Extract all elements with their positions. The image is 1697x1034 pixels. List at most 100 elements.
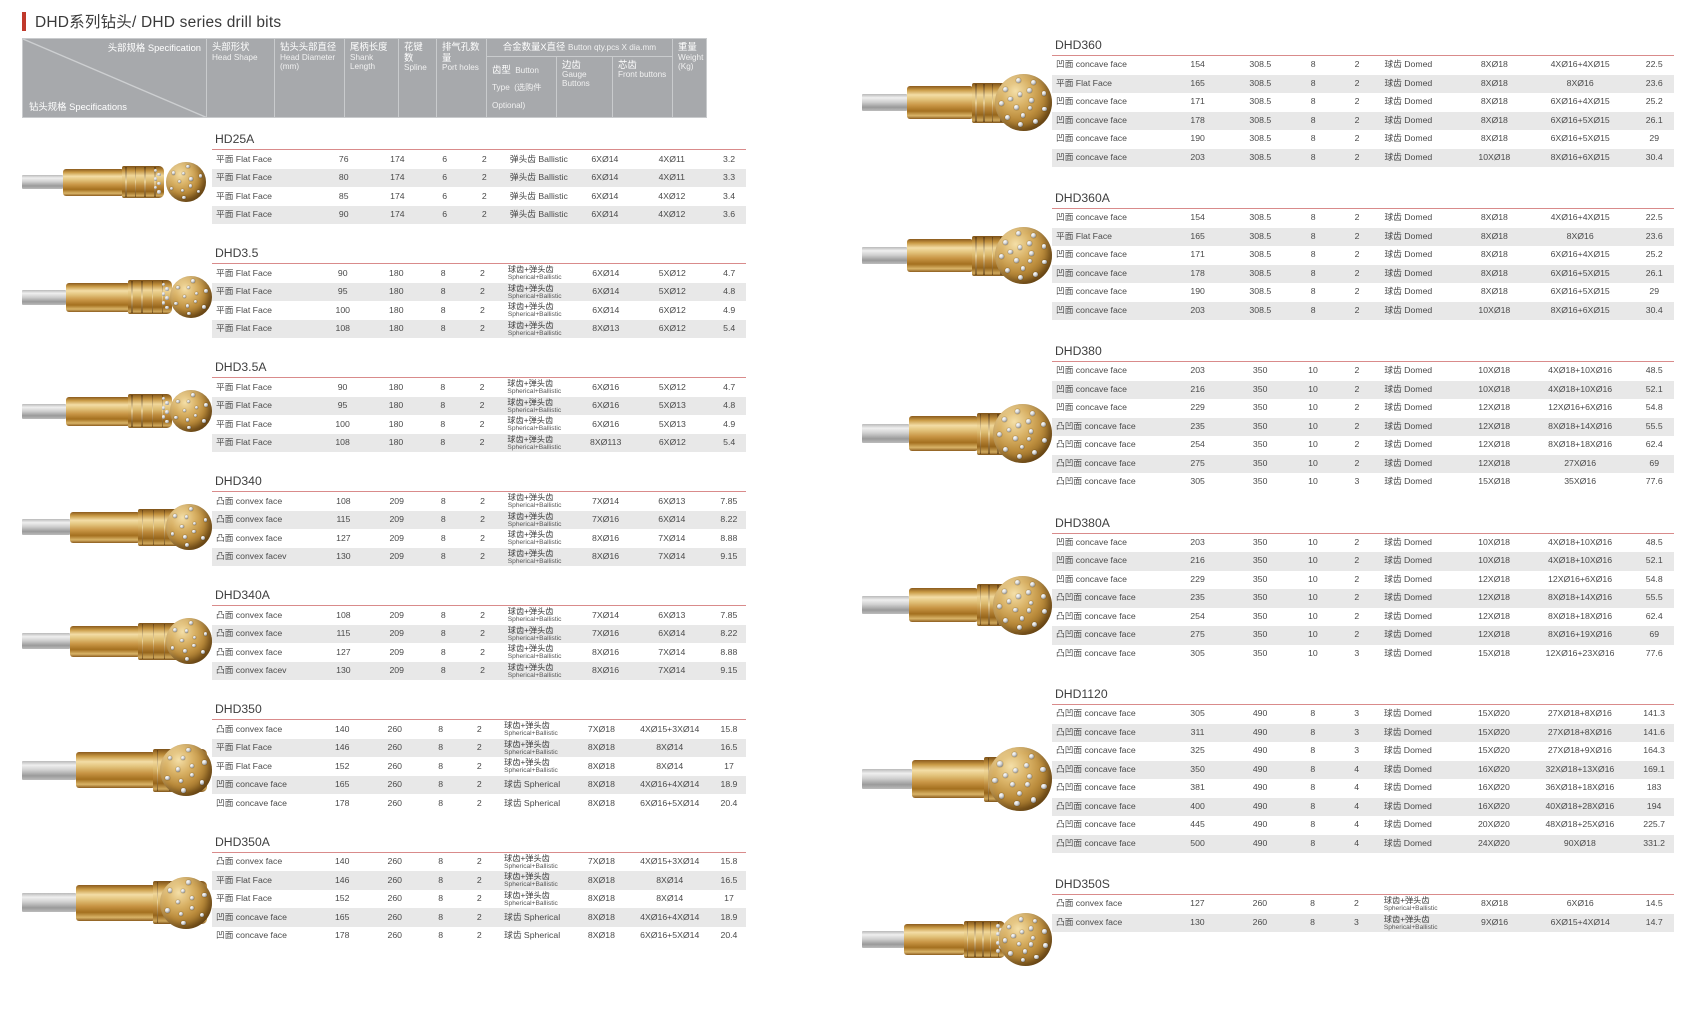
drill-bit-ring bbox=[163, 509, 166, 545]
cell-front_buttons: 6XØ13 bbox=[658, 609, 686, 620]
face-button bbox=[184, 657, 189, 661]
cell-spline: 8 bbox=[440, 267, 446, 278]
face-button bbox=[187, 311, 191, 316]
drill-bit-head bbox=[122, 166, 164, 199]
cell-line-en: Spherical+Ballistic bbox=[507, 557, 562, 565]
cell-line-cn: 球齿+弹头齿 bbox=[504, 739, 550, 749]
cell-line-en: Spherical+Ballistic bbox=[507, 329, 562, 337]
table-row: 平面 Flat Face 152 260 8 2 球齿+弹头齿 Spherical+Ball… bbox=[212, 757, 746, 776]
face-button bbox=[174, 415, 178, 420]
cell-button_type: 球齿 Domed bbox=[1380, 380, 1463, 399]
drill-bit-face-view bbox=[166, 162, 206, 203]
face-button bbox=[1020, 957, 1026, 963]
cell-weight: 3.2 bbox=[723, 153, 736, 164]
spec-group-rule bbox=[212, 263, 746, 265]
page-title: DHD系列钻头/ DHD series drill bits bbox=[22, 10, 281, 32]
drill-bit-ring bbox=[982, 922, 984, 957]
drill-bit-button bbox=[164, 296, 169, 301]
cell-button_type: 球齿 Domed bbox=[1384, 476, 1433, 487]
cell-line-cn: 球齿+弹头齿 bbox=[507, 379, 554, 389]
face-button bbox=[194, 413, 198, 417]
cell-line-en: Spherical+Ballistic bbox=[504, 899, 558, 907]
cell-gauge_buttons: 10XØ18 bbox=[1478, 365, 1511, 376]
cell-head_shape: 平面 Flat Face bbox=[1052, 74, 1168, 93]
cell-front_buttons: 4XØ16+4XØ14 bbox=[627, 775, 712, 795]
face-button bbox=[1014, 408, 1020, 414]
cell-port_holes: 2 bbox=[1354, 439, 1360, 450]
drill-bit-ring bbox=[151, 395, 154, 428]
cell-spline: 8 bbox=[1292, 760, 1334, 779]
cell-front_buttons: 4XØ11 bbox=[658, 153, 685, 164]
cell-head_shape: 凸面 convex facev bbox=[212, 661, 319, 681]
cell-gauge_buttons: 8XØ16 bbox=[592, 532, 620, 543]
drill-bit-face-disc bbox=[995, 227, 1052, 284]
cell-button_type: 球齿 Domed bbox=[1380, 148, 1463, 167]
cell-gauge_buttons: 7XØ18 bbox=[587, 856, 615, 867]
cell-gauge_buttons: 8XØ18 bbox=[1480, 212, 1508, 223]
drill-bit-face-view bbox=[995, 227, 1052, 284]
drill-bit-shank bbox=[22, 633, 70, 650]
cell-head_diameter: 445 bbox=[1190, 819, 1205, 830]
face-button bbox=[1040, 766, 1046, 772]
cell-weight: 25.2 bbox=[1645, 96, 1663, 107]
cell-spline: 8 bbox=[438, 723, 444, 734]
cell-line-cn: 球齿+弹头齿 bbox=[1383, 896, 1430, 906]
cell-gauge_buttons: 6XØ16 bbox=[592, 381, 620, 392]
face-button bbox=[189, 773, 194, 778]
cell-head_diameter: 311 bbox=[1167, 723, 1228, 742]
cell-gauge_buttons: 8XØ18 bbox=[587, 797, 615, 808]
cell-head_shape: 凸面 convex face bbox=[216, 495, 283, 506]
drill-bit-body bbox=[70, 511, 140, 543]
cell-weight: 9.15 bbox=[711, 661, 746, 681]
face-button bbox=[1041, 783, 1047, 790]
drill-bit-ring bbox=[979, 585, 982, 625]
face-button bbox=[180, 638, 184, 643]
cell-front_buttons: 4XØ18+10XØ16 bbox=[1525, 380, 1635, 399]
table-row: 凹面 concave face 203 350 10 2 球齿 Domed 10XØ18 4X… bbox=[1052, 534, 1674, 553]
cell-gauge_buttons: 8XØ16 bbox=[592, 646, 620, 657]
spec-group-rule bbox=[212, 149, 746, 151]
cell-head_diameter: 190 bbox=[1190, 133, 1205, 144]
cell-port_holes: 2 bbox=[1333, 148, 1381, 167]
cell-button_type: 球齿 Domed bbox=[1380, 111, 1463, 130]
cell-shank_length: 308.5 bbox=[1227, 227, 1293, 246]
cell-port_holes: 2 bbox=[458, 775, 501, 795]
cell-weight: 52.1 bbox=[1634, 552, 1674, 571]
face-button bbox=[1009, 782, 1015, 788]
drill-bit-side-view bbox=[22, 507, 187, 548]
cell-line-en: Spherical+Ballistic bbox=[507, 425, 562, 433]
cell-port_holes: 2 bbox=[1333, 227, 1381, 246]
face-button bbox=[1012, 607, 1018, 613]
cell-port_holes: 2 bbox=[460, 433, 504, 453]
face-button bbox=[170, 532, 175, 537]
drill-bit-body bbox=[907, 85, 974, 120]
cell-front_buttons: 4XØ12 bbox=[631, 205, 713, 225]
table-row: 凹面 concave face 178 260 8 2 球齿 Spherical 8XØ18… bbox=[212, 794, 746, 813]
cell-head_shape: 凸面 convex facev bbox=[212, 547, 319, 567]
cell-front_buttons: 7XØ14 bbox=[631, 547, 712, 567]
drill-bit-ring bbox=[144, 167, 146, 198]
cell-port_holes: 2 bbox=[458, 738, 501, 758]
face-button bbox=[1030, 797, 1037, 803]
cell-gauge_buttons: 6XØ14 bbox=[578, 168, 632, 188]
spec-group-rule bbox=[212, 491, 746, 493]
cell-head_diameter: 229 bbox=[1190, 402, 1205, 413]
cell-spline: 8 bbox=[1292, 834, 1334, 853]
spec-table: 凸面 convex face 127 260 8 2 球齿+弹头齿 Spherical+Ba… bbox=[1052, 895, 1674, 932]
cell-button_type: 球齿+弹头齿 Spherical+Ballistic bbox=[500, 757, 575, 776]
cell-head_diameter: 127 bbox=[336, 532, 351, 543]
cell-front_buttons: 6XØ14 bbox=[631, 624, 712, 644]
group-with-illustration: DHD1120 凸凹面 concave face 305 490 8 3 球齿 Domed 1… bbox=[862, 687, 1674, 853]
cell-port_holes: 4 bbox=[1354, 782, 1360, 793]
cell-head_shape: 凹面 concave face bbox=[1056, 249, 1127, 260]
cell-gauge_buttons: 8XØ18 bbox=[575, 738, 628, 758]
spec-group-title: DHD340 bbox=[215, 474, 262, 489]
cell-button_type: 弹头齿 Ballistic bbox=[509, 190, 568, 201]
cell-line-cn: 球齿+弹头齿 bbox=[507, 320, 554, 330]
cell-weight: 3.3 bbox=[712, 168, 746, 188]
spec-header-table: 头部规格 Specification 钻头规格 Specifications 头… bbox=[22, 37, 708, 119]
drill-bit-shank bbox=[22, 760, 76, 780]
drill-bit-face-view bbox=[160, 876, 212, 929]
drill-bit-illustration bbox=[862, 877, 1052, 966]
cell-gauge_buttons: 15XØ18 bbox=[1478, 647, 1510, 658]
